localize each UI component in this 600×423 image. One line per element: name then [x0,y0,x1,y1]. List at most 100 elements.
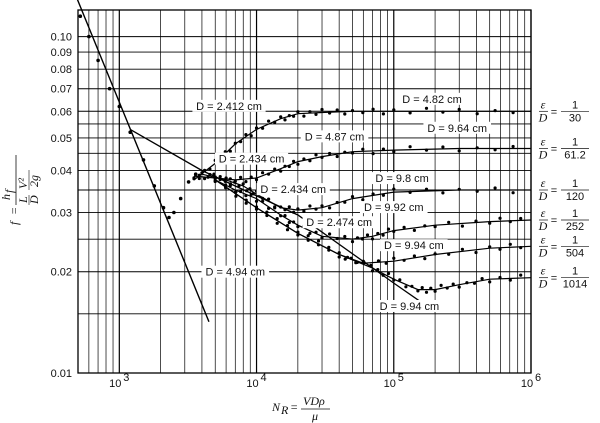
data-point [511,111,515,115]
data-point [292,114,296,118]
data-point [212,172,216,176]
data-point [314,207,318,211]
data-point [441,110,445,114]
data-point [267,119,271,123]
data-point [335,154,339,159]
data-point [320,204,324,208]
data-point [343,234,347,239]
data-point [203,177,207,181]
data-point [283,214,287,218]
data-point [261,196,265,200]
data-point [328,111,332,115]
data-point [327,245,331,249]
data-point [224,186,228,190]
x-tick-base: 10 [246,378,258,390]
annotations: D = 2.412 cm D = 4.82 cm D = 4.87 cm D = 9.… [192,92,492,313]
data-point [360,237,365,241]
data-point [320,155,324,159]
data-point [371,152,375,156]
data-point [381,147,385,151]
label-backdrop [201,265,270,278]
roughness-eps: ε [541,264,546,278]
data-point [308,159,312,163]
x-tick-label: 10 3 [109,372,129,390]
data-point [308,204,312,208]
data-point [404,285,408,289]
data-point [460,247,464,251]
data-point [457,149,461,153]
data-point [254,178,259,182]
data-point [273,167,277,171]
data-point [433,225,437,229]
data-point [392,256,396,260]
data-point [283,208,287,212]
y-label-v: V² [16,178,30,189]
data-point [273,120,277,124]
y-axis-label: f = h f L D V² 2g [0,155,41,225]
diameter-text: D = 2.434 cm [219,154,285,166]
data-point [273,206,277,210]
data-point [261,199,265,203]
data-point [350,195,355,199]
roughness-num: 1 [572,266,578,278]
data-point [337,255,341,259]
data-point [355,236,360,240]
data-point [161,205,166,210]
data-point [197,173,201,177]
y-label-num-h: h [0,194,13,200]
y-tick-label: 0.10 [51,32,72,44]
data-point [480,277,484,281]
data-point [228,177,232,181]
diameter-text: D = 2.412 cm [196,101,262,113]
x-axis-label: N R = VDρ μ [271,394,330,423]
x-tick-label: 10 4 [246,372,266,390]
y-label-mid-num: L [16,196,30,204]
label-backdrop [192,99,266,112]
data-point [267,197,271,201]
data-point [279,169,283,173]
data-point [279,214,283,218]
data-point [519,273,523,277]
data-point [412,254,416,258]
roughness-eps: ε [541,97,546,111]
data-point [441,191,445,195]
data-point [306,238,310,242]
data-point [474,219,478,223]
data-point [78,14,83,18]
data-point [254,207,259,211]
data-point [475,146,479,150]
data-point [345,255,350,259]
data-point [208,167,212,171]
data-point [192,177,196,181]
roughness-d: D [538,189,548,203]
data-point [424,290,429,294]
data-point [457,187,461,191]
roughness-eq: = [551,106,557,118]
data-point [296,230,300,234]
data-point [519,216,523,221]
roughness-eq: = [551,273,557,285]
data-point [239,189,243,194]
diameter-label: D = 9.94 cm [380,239,448,252]
data-point [381,273,385,277]
y-tick-label: 0.09 [51,47,72,59]
data-point [239,175,243,179]
data-point [213,175,217,179]
data-point [292,210,296,214]
data-point [233,141,237,145]
data-point [206,175,210,179]
data-point [392,278,396,282]
diameter-text: D = 9.92 cm [364,202,424,214]
data-point [416,289,420,293]
roughness-eq: = [551,241,557,253]
y-label-lhs: f [7,220,21,225]
data-point [354,261,358,265]
y-tick-label: 0.06 [51,106,72,118]
data-point [296,233,300,237]
plot-frame [77,9,532,374]
data-point [343,112,347,116]
x-tick-exp: 5 [398,372,404,384]
roughness-den: 252 [566,221,584,233]
